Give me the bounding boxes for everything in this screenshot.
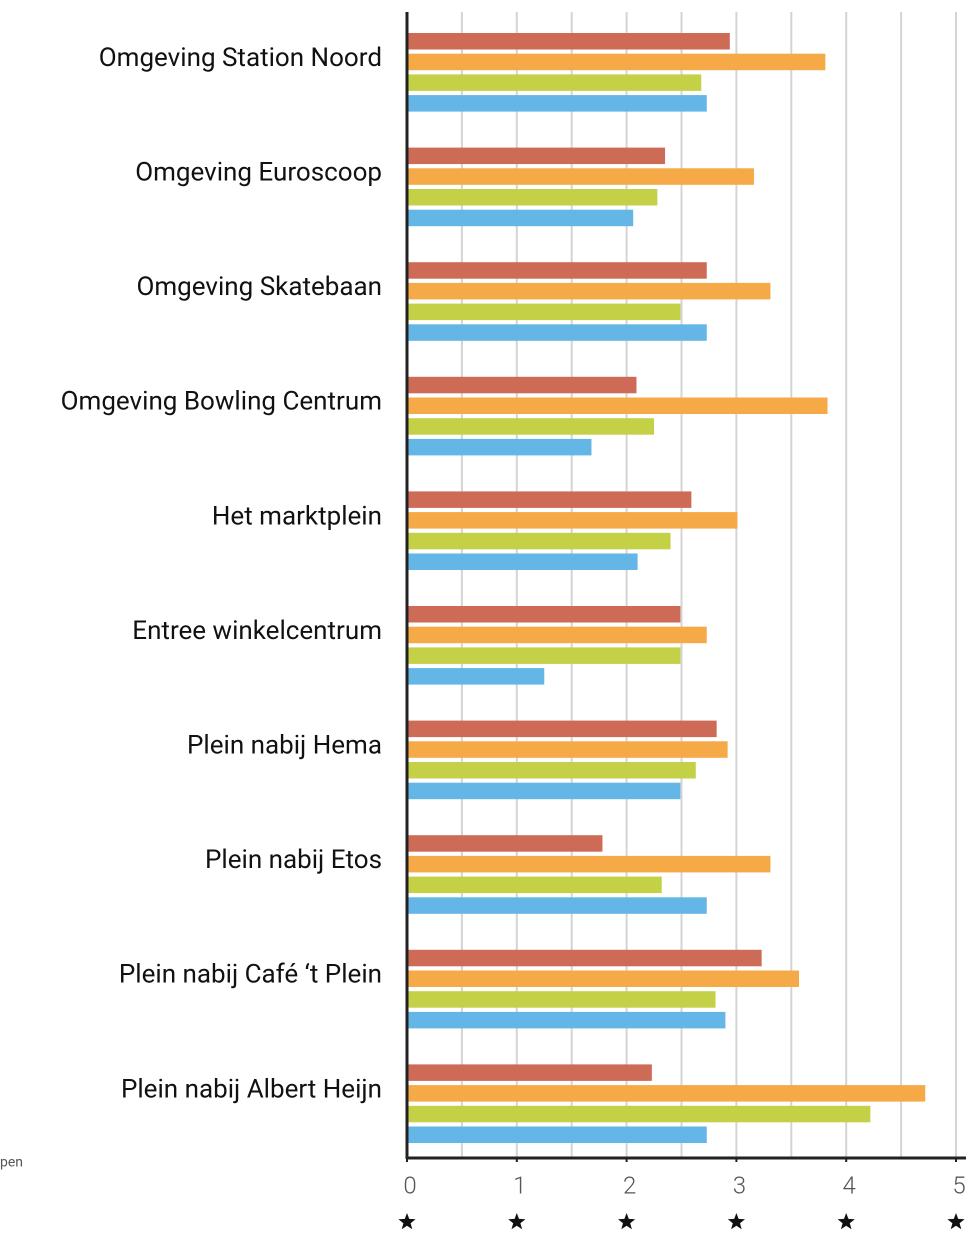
- bar: [407, 1064, 652, 1081]
- bar: [407, 209, 634, 227]
- x-tick-label: 3: [733, 1171, 746, 1199]
- x-tick-label: 1: [513, 1171, 526, 1199]
- bar: [407, 324, 707, 341]
- star-icon: [508, 1213, 526, 1230]
- bar: [407, 991, 716, 1008]
- bar: [407, 949, 762, 967]
- bar: [407, 855, 771, 873]
- bar: [407, 438, 592, 456]
- bar: [407, 33, 730, 50]
- x-tick-label: 0: [403, 1171, 416, 1199]
- bar: [407, 720, 717, 738]
- bar: [407, 95, 707, 112]
- bar: [407, 553, 638, 570]
- bar: [407, 668, 545, 685]
- bar: [407, 282, 771, 300]
- y-tick-label: Plein nabij Café ‘t Plein: [119, 960, 382, 990]
- bar: [407, 647, 681, 664]
- bar: [407, 147, 666, 165]
- y-tick-label: Omgeving Bowling Centrum: [61, 387, 382, 417]
- bar: [407, 532, 671, 550]
- bar: [407, 782, 681, 800]
- y-tick-label: Entree winkelcentrum: [132, 616, 382, 646]
- bar: [407, 1011, 726, 1029]
- star-icon: [398, 1213, 416, 1230]
- bar: [407, 262, 707, 279]
- footnote: pen: [0, 1155, 23, 1171]
- bar: [407, 418, 655, 435]
- bar: [407, 1105, 871, 1123]
- bar: [407, 1085, 926, 1102]
- bar: [407, 303, 681, 321]
- bar: [407, 189, 658, 206]
- star-icon: [618, 1213, 636, 1230]
- bar: [407, 168, 754, 185]
- bar: [407, 397, 828, 414]
- bar: [407, 835, 603, 852]
- bar: [407, 762, 696, 779]
- bar: [407, 897, 707, 914]
- bar: [407, 512, 738, 529]
- bar: [407, 53, 826, 71]
- star-icon: [727, 1213, 745, 1230]
- bar: [407, 626, 707, 644]
- x-tick-label: 5: [952, 1171, 965, 1199]
- y-tick-label: Omgeving Station Noord: [99, 43, 382, 73]
- y-tick-label: Omgeving Skatebaan: [136, 272, 382, 302]
- bar: [407, 491, 692, 508]
- bar: [407, 741, 728, 758]
- y-tick-label: Het marktplein: [212, 501, 382, 531]
- y-tick-label: Plein nabij Etos: [205, 845, 382, 875]
- bar: [407, 970, 799, 987]
- bar: [407, 74, 702, 91]
- star-icon: [947, 1213, 965, 1230]
- y-tick-label: Plein nabij Albert Heijn: [121, 1074, 382, 1104]
- bar: [407, 1126, 707, 1143]
- y-tick-label: Plein nabij Hema: [187, 730, 382, 760]
- x-tick-label: 4: [843, 1171, 856, 1199]
- bar: [407, 876, 662, 894]
- y-tick-label: Omgeving Euroscoop: [135, 157, 382, 187]
- bar: [407, 606, 681, 623]
- bar: [407, 376, 637, 394]
- star-icon: [837, 1213, 855, 1230]
- x-tick-label: 2: [623, 1171, 636, 1199]
